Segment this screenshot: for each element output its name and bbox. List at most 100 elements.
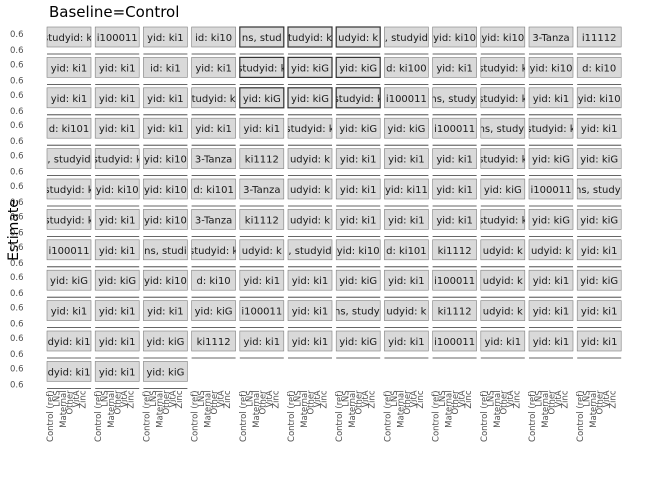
x-tick-label: LNS: [294, 390, 304, 407]
facet-strip: [432, 26, 477, 48]
facet-strip-label: yid: ki1: [436, 63, 473, 74]
facet-strip: [480, 209, 526, 230]
facet-strip: [528, 178, 574, 200]
facet-strip: [46, 178, 92, 200]
x-tick-label: VitA: [313, 390, 323, 407]
facet-strip-label: yid: ki1: [195, 124, 232, 135]
facet-strip: [528, 26, 574, 48]
facet-strip-label: yid: ki10: [96, 185, 139, 196]
facet-strip: [287, 56, 333, 79]
x-tick-label: Zinc: [79, 390, 89, 409]
facet-strip: [239, 117, 285, 139]
facet-strip-label: ki1112: [245, 215, 279, 226]
facet-strip: [480, 300, 526, 321]
facet-strip-label: ns, stud: [242, 33, 282, 44]
facet-strip: [432, 87, 477, 109]
x-tick-label: Control (ref): [191, 390, 201, 442]
facet-strip-label: yid: ki1: [388, 215, 425, 226]
facet-panel: d: ki101: [384, 239, 429, 268]
facet-strip: [94, 87, 140, 109]
facet-strip-label: udyid: k: [242, 246, 282, 257]
facet-strip-label: ns, studyi: [430, 94, 478, 105]
x-tick-label: Zinc: [223, 390, 233, 409]
facet-panel: studyid: k: [480, 57, 526, 85]
facet-strip: [94, 57, 140, 78]
facet-strip: [528, 87, 574, 109]
facet-strip: [287, 26, 333, 48]
x-tick-label: Maternal: [445, 390, 455, 427]
x-tick-label: Maternal: [589, 390, 599, 427]
facet-panel: d: ki101: [191, 178, 236, 207]
x-tick-label: Zinc: [271, 390, 281, 409]
facet-strip-label: yid: ki1: [292, 337, 329, 348]
facet-strip-label: yid: kiG: [146, 337, 184, 348]
facet-strip: [239, 300, 285, 321]
facet-strip: [239, 87, 285, 109]
facet-strip-label: ki1112: [438, 246, 472, 257]
facet-strip: [143, 117, 188, 139]
facet-strip-label: ki1112: [245, 155, 279, 166]
x-tick-label: Other: [66, 390, 76, 415]
facet-strip-label: studyid: k: [478, 215, 527, 226]
facet-strip-label: yid: kiG: [291, 63, 329, 74]
facet-strip: [576, 330, 622, 352]
facet-strip-label: yid: ki10: [481, 33, 524, 44]
facet-strip-label: yid: ki1: [533, 337, 570, 348]
facet-strip-label: yid: ki1: [581, 246, 618, 257]
facet-strip-label: yid: kiG: [98, 276, 136, 287]
y-tick-label: 0.6: [10, 60, 24, 70]
facet-strip-label: d: ki100: [386, 63, 427, 74]
facet-strip-label: 3-Tanza: [532, 33, 569, 44]
facet-strip: [335, 209, 381, 230]
facet-strip: [143, 148, 188, 169]
facet-panel: yid: ki1: [432, 148, 477, 177]
facet-strip-label: yid: ki1: [485, 337, 522, 348]
facet-panels: 0.6 0.6 studyid: ki i100011 yid: ki1 id: ki10…: [10, 26, 622, 390]
facet-strip-label: yid: ki1: [533, 307, 570, 318]
facet-panel: udyid: k: [384, 300, 429, 329]
facet-strip-label: yid: ki10: [144, 215, 187, 226]
facet-panel: yid: ki1: [576, 300, 622, 329]
facet-strip: [239, 148, 285, 169]
facet-strip: [335, 239, 381, 261]
facet-strip: [480, 117, 526, 139]
facet-strip-label: yid: ki10: [144, 155, 187, 166]
facet-strip: [576, 87, 622, 109]
facet-strip-label: id: ki10: [195, 33, 232, 44]
facet-strip: [480, 178, 526, 200]
facet-panel: yid: ki1: [384, 269, 429, 298]
facet-strip-label: 3-Tanza: [195, 155, 232, 166]
x-tick-label: Other: [499, 390, 509, 415]
x-tick-label: Other: [548, 390, 558, 415]
facet-strip-label: udyid: k: [338, 33, 378, 44]
facet-strip-label: i11112: [582, 33, 617, 44]
facet-panel: i100011: [46, 239, 92, 268]
facet-strip: [46, 269, 92, 291]
x-tick-label: Control (ref): [432, 390, 442, 442]
y-tick-label: 0.6: [10, 198, 24, 208]
facet-strip: [46, 300, 92, 321]
facet-panel: yid: ki1: [432, 178, 477, 207]
x-tick-label: Zinc: [561, 390, 571, 409]
facet-panel: yid: ki1: [94, 330, 140, 359]
facet-strip-label: yid: ki1: [388, 276, 425, 287]
facet-panel: udyid: k: [287, 148, 333, 177]
facet-strip: [94, 209, 140, 230]
facet-strip: [576, 269, 622, 291]
facet-panel: yid: ki1: [94, 87, 140, 116]
facet-strip-label: dyid: ki1: [48, 337, 91, 348]
facet-strip: [191, 57, 236, 78]
y-tick-label: 0.6: [10, 350, 24, 360]
facet-panel: yid: ki1: [143, 300, 188, 329]
facet-panel: yid: kiG: [335, 330, 381, 359]
facet-strip: [94, 300, 140, 321]
facet-strip: [191, 87, 236, 109]
facet-panel: yid: kiG: [335, 117, 381, 146]
facet-panel: udyid: k: [480, 239, 526, 268]
facet-strip-label: yid: kiG: [146, 367, 184, 378]
facet-panel: udyid: k: [287, 209, 333, 237]
facet-panel: studyid: ki: [46, 26, 92, 55]
y-tick-label: 0.6: [10, 259, 24, 269]
facet-strip: [94, 361, 140, 382]
facet-strip-label: yid: kiG: [532, 155, 570, 166]
